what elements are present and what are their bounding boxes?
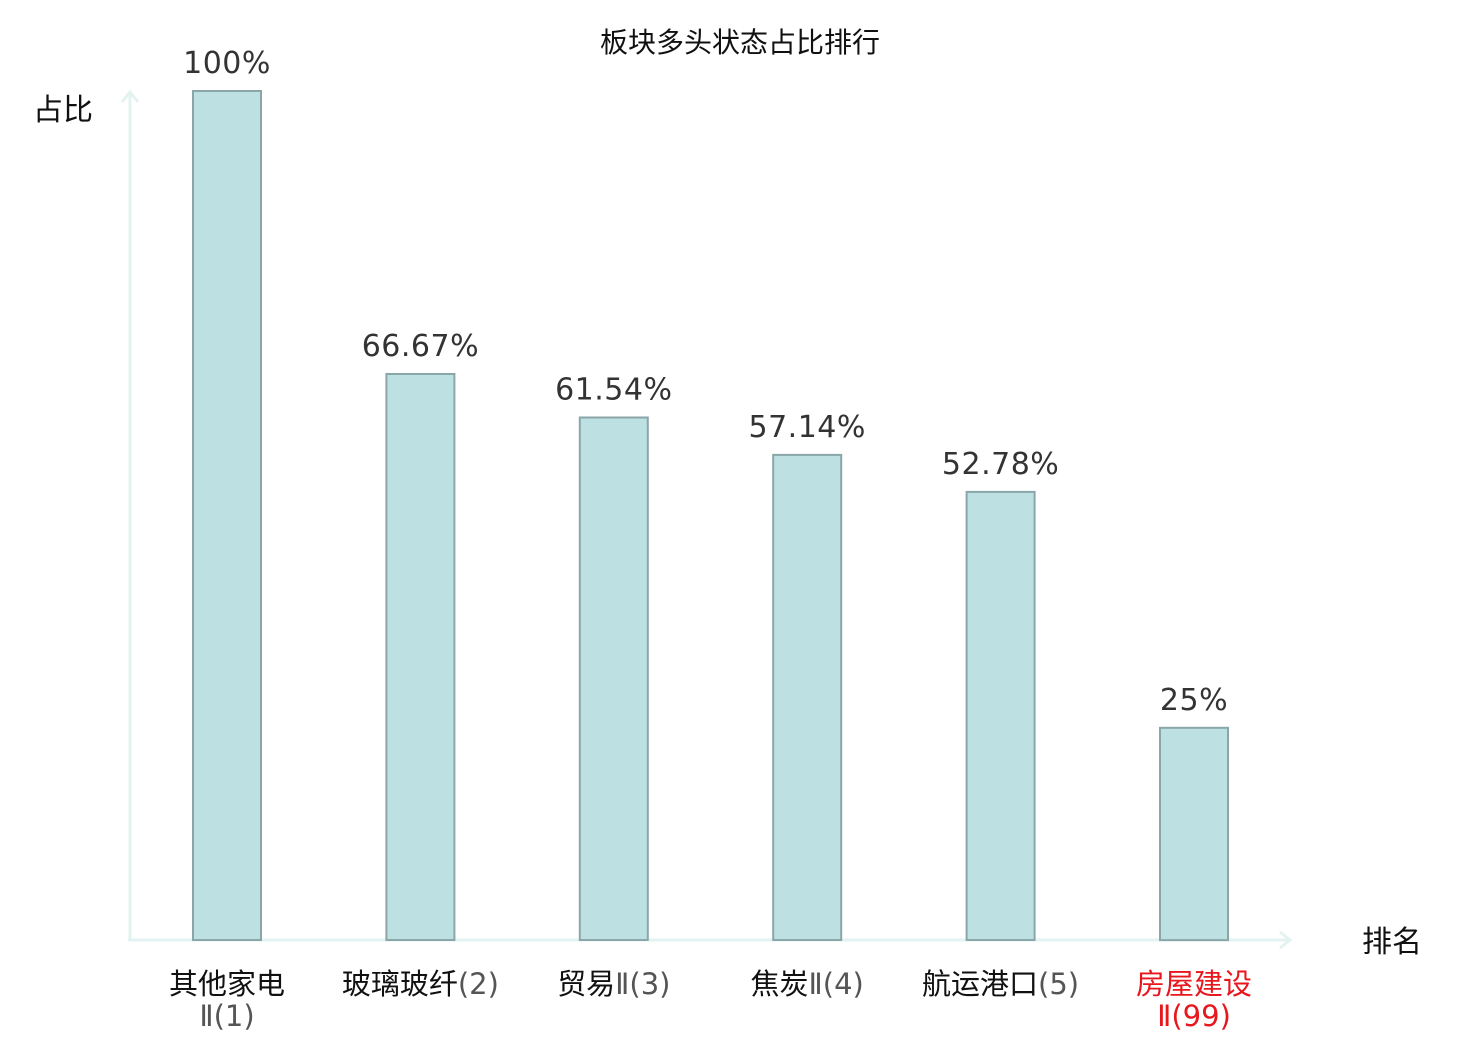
category-label-5: 航运港口(5) (922, 967, 1079, 1001)
bar-2 (385, 373, 456, 941)
y-axis-label: 占比 (33, 93, 93, 128)
bar-3 (578, 416, 649, 941)
category-labels-group: 其他家电 Ⅱ(1) 玻璃玻纤(2) 贸易Ⅱ(3) 焦炭Ⅱ(4) 航运港口(5) 房屋建设 Ⅱ(… (169, 967, 1252, 1033)
category-label-1: 其他家电 Ⅱ(1) (169, 967, 285, 1033)
bars-group (192, 90, 1229, 942)
chart-title: 板块多头状态占比排行 (600, 26, 880, 59)
value-label-3: 61.54% (555, 373, 672, 408)
bar-1 (192, 90, 262, 941)
category-label-6: 房屋建设 Ⅱ(99) (1136, 967, 1252, 1033)
value-label-4: 57.14% (749, 410, 866, 445)
bar-6 (1159, 726, 1229, 942)
bar-4 (772, 453, 843, 941)
x-axis-label: 排名 (1362, 925, 1422, 960)
bar-5 (965, 490, 1036, 941)
value-label-2: 66.67% (362, 329, 479, 364)
value-label-1: 100% (183, 46, 271, 81)
value-label-5: 52.78% (942, 447, 1059, 482)
category-label-2: 玻璃玻纤(2) (342, 967, 499, 1001)
value-label-6: 25% (1160, 683, 1228, 718)
value-labels-group: 100% 66.67% 61.54% 57.14% 52.78% 25% (183, 46, 1228, 718)
category-label-3: 贸易Ⅱ(3) (557, 967, 670, 1001)
category-label-4: 焦炭Ⅱ(4) (751, 967, 864, 1001)
